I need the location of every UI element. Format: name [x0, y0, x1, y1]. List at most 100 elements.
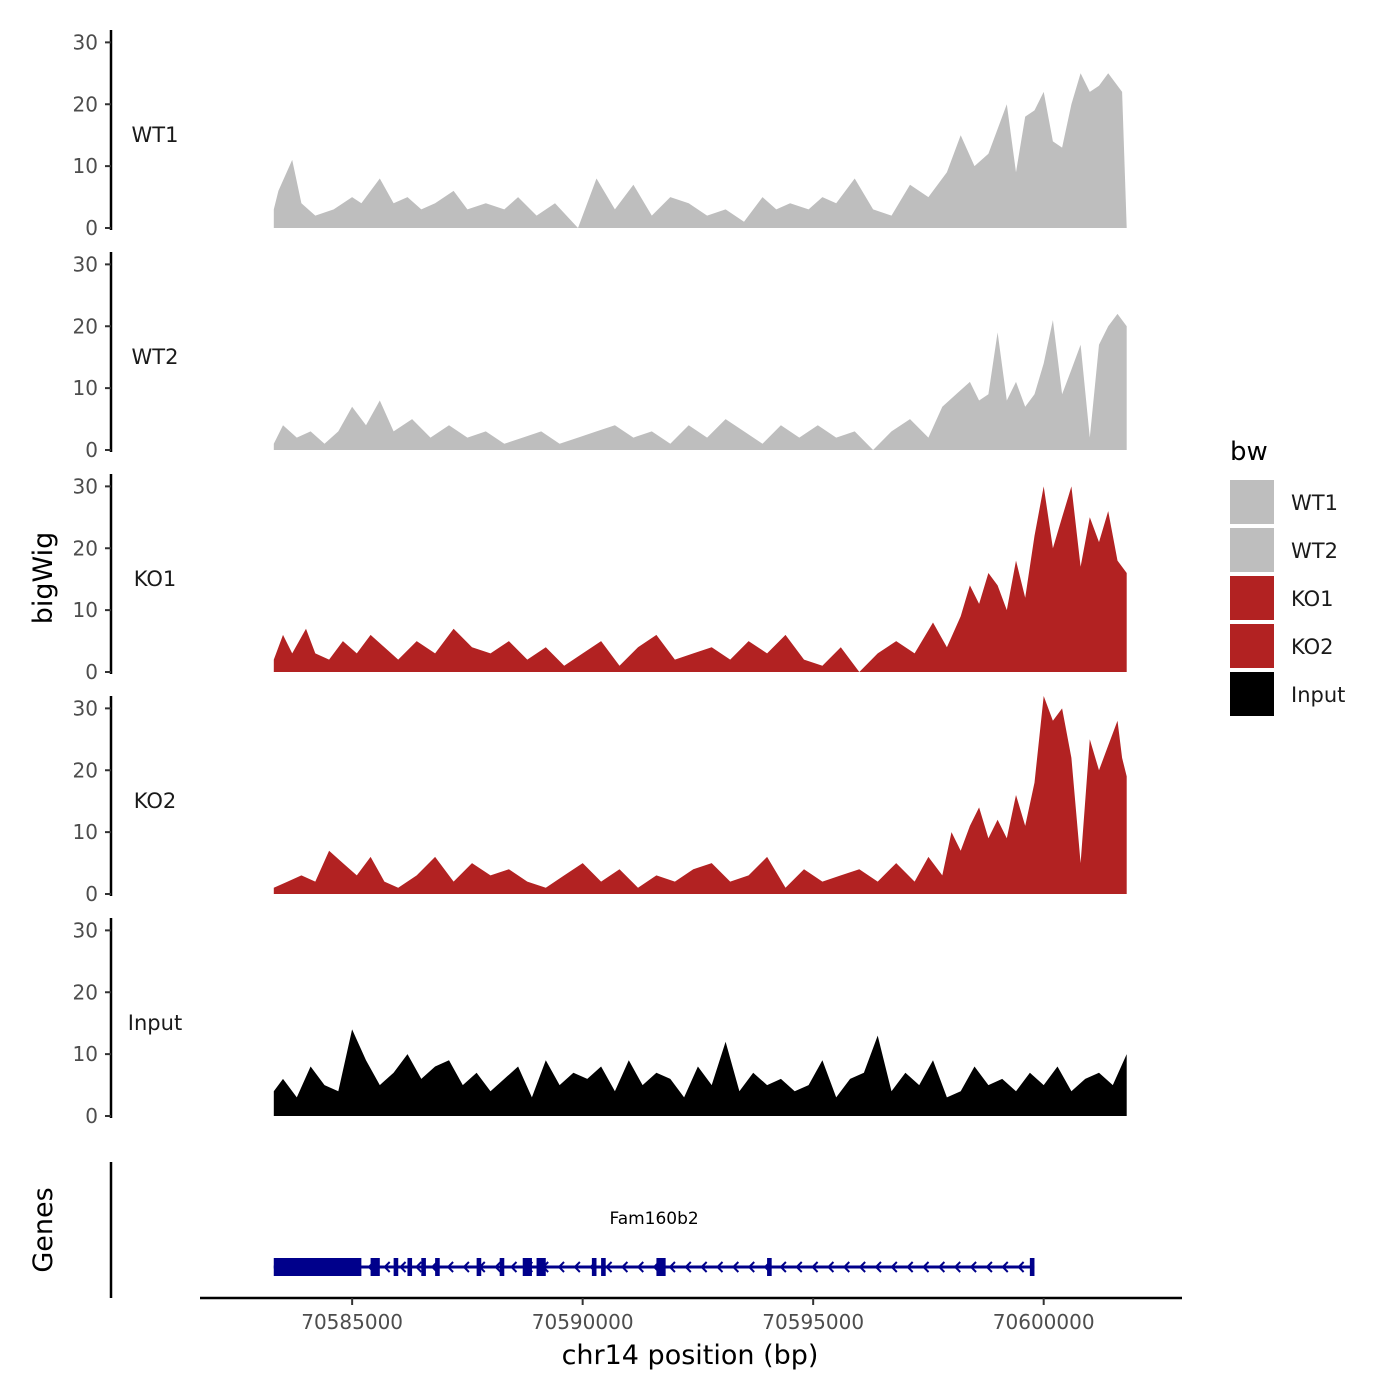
legend-item-ko1: KO1 — [1230, 576, 1334, 620]
strand-arrow — [779, 1261, 787, 1273]
strand-arrow — [636, 1261, 644, 1273]
legend-swatch-wt2 — [1230, 528, 1274, 572]
legend-items: WT1 WT2 KO1 KO2 Input — [1230, 480, 1345, 716]
legend-label-wt2: WT2 — [1291, 539, 1338, 563]
y-tick-label-ko2-30: 30 — [73, 696, 98, 720]
bigwig-tracks: 0 10 20 30 WT1 0 10 20 30 WT2 0 10 20 30 KO1 0 10 20 30 KO2… — [73, 30, 1127, 1128]
strand-arrow — [731, 1261, 740, 1273]
legend-swatch-input — [1230, 672, 1274, 716]
strand-arrow — [969, 1261, 977, 1273]
strand-arrow — [1001, 1261, 1009, 1273]
strand-arrow — [922, 1261, 930, 1273]
legend-item-wt1: WT1 — [1230, 480, 1338, 524]
track-wt2: 0 10 20 30 WT2 — [73, 252, 1127, 462]
strand-arrow — [557, 1261, 565, 1273]
exon-5 — [421, 1258, 426, 1276]
strand-arrow — [383, 1261, 391, 1273]
strand-arrow — [605, 1261, 613, 1273]
y-tick-label-wt1-10: 10 — [73, 154, 98, 178]
y-tick-label-ko1-30: 30 — [73, 474, 98, 498]
exon-2 — [370, 1258, 380, 1276]
y-tick-label-wt2-30: 30 — [73, 252, 98, 276]
strand-arrow — [985, 1261, 993, 1273]
strand-arrow — [811, 1261, 819, 1273]
legend-title: bw — [1230, 437, 1268, 467]
legend-item-wt2: WT2 — [1230, 528, 1338, 572]
legend-swatch-ko2 — [1230, 624, 1274, 668]
y-tick-label-ko1-10: 10 — [73, 598, 98, 622]
strand-arrow — [795, 1261, 803, 1273]
strand-arrow — [399, 1261, 407, 1273]
strand-arrow — [621, 1261, 629, 1273]
legend-item-ko2: KO2 — [1230, 624, 1334, 668]
x-tick-label-70590000: 70590000 — [532, 1310, 634, 1334]
track-ko1: 0 10 20 30 KO1 — [73, 474, 1127, 684]
y-tick-label-wt1-20: 20 — [73, 92, 98, 116]
strand-arrow — [510, 1261, 518, 1273]
legend-label-ko1: KO1 — [1291, 587, 1334, 611]
strand-arrow — [890, 1261, 898, 1273]
strand-arrow — [494, 1261, 502, 1273]
exon-9 — [522, 1258, 532, 1276]
legend-swatch-ko1 — [1230, 576, 1274, 620]
y-tick-label-input-20: 20 — [73, 980, 98, 1004]
track-wt1: 0 10 20 30 WT1 — [73, 30, 1127, 240]
gene-panel: Genes Fam160b2 — [28, 1162, 1035, 1298]
exon-3 — [393, 1258, 399, 1276]
strand-arrow — [446, 1261, 454, 1273]
legend-label-ko2: KO2 — [1291, 635, 1334, 659]
exon-13 — [656, 1258, 666, 1276]
strand-arrow — [573, 1261, 581, 1273]
y-tick-label-ko1-0: 0 — [85, 660, 98, 684]
strand-arrow — [842, 1261, 851, 1273]
y-tick-label-wt1-0: 0 — [85, 216, 98, 240]
track-label-ko2: KO2 — [134, 789, 177, 813]
y-tick-label-ko1-20: 20 — [73, 536, 98, 560]
x-axis: 70585000 70590000 70595000 70600000 chr14 p… — [200, 1296, 1182, 1371]
area-ko2 — [273, 696, 1127, 894]
exon-4 — [407, 1258, 413, 1276]
track-label-ko1: KO1 — [134, 567, 177, 591]
y-tick-label-ko2-20: 20 — [73, 758, 98, 782]
strand-arrow — [700, 1261, 708, 1273]
gene-panel-title: Genes — [28, 1187, 59, 1272]
track-input: 0 10 20 30 Input — [73, 918, 1127, 1128]
strand-arrow — [1017, 1261, 1025, 1273]
exon-1 — [273, 1258, 362, 1276]
exon-6 — [435, 1258, 440, 1276]
y-tick-label-ko2-0: 0 — [85, 882, 98, 906]
exon-11 — [591, 1258, 597, 1276]
legend: bw WT1 WT2 KO1 KO2 Input — [1230, 437, 1345, 716]
exon-14 — [767, 1258, 772, 1276]
legend-swatch-wt1 — [1230, 480, 1274, 524]
track-label-wt2: WT2 — [132, 345, 179, 369]
strand-arrow — [827, 1261, 835, 1273]
exon-10 — [536, 1258, 546, 1276]
track-label-wt1: WT1 — [132, 123, 179, 147]
x-tick-label-70595000: 70595000 — [762, 1310, 864, 1334]
exon-12 — [601, 1258, 606, 1276]
legend-label-wt1: WT1 — [1291, 491, 1338, 515]
exon-8 — [499, 1258, 505, 1276]
y-tick-label-wt2-10: 10 — [73, 376, 98, 400]
x-ticks: 70585000 70590000 70595000 70600000 — [301, 1298, 1095, 1334]
strand-arrow — [414, 1261, 423, 1273]
legend-label-input: Input — [1291, 683, 1345, 707]
strand-arrow — [462, 1261, 470, 1273]
gene-fam160b2: Fam160b2 — [273, 1209, 1035, 1276]
strand-arrow — [684, 1261, 692, 1273]
strand-arrow — [858, 1261, 866, 1273]
track-label-input: Input — [128, 1011, 182, 1035]
strand-arrow — [906, 1261, 914, 1273]
x-tick-label-70600000: 70600000 — [993, 1310, 1095, 1334]
y-tick-label-input-30: 30 — [73, 918, 98, 942]
x-tick-label-70585000: 70585000 — [301, 1310, 403, 1334]
y-tick-label-wt1-30: 30 — [73, 30, 98, 54]
y-tick-label-input-0: 0 — [85, 1104, 98, 1128]
gene-models: Fam160b2 — [273, 1209, 1035, 1276]
y-axis-title: bigWig — [28, 532, 59, 625]
area-input — [273, 1029, 1127, 1116]
y-tick-label-wt2-20: 20 — [73, 314, 98, 338]
y-tick-label-input-10: 10 — [73, 1042, 98, 1066]
